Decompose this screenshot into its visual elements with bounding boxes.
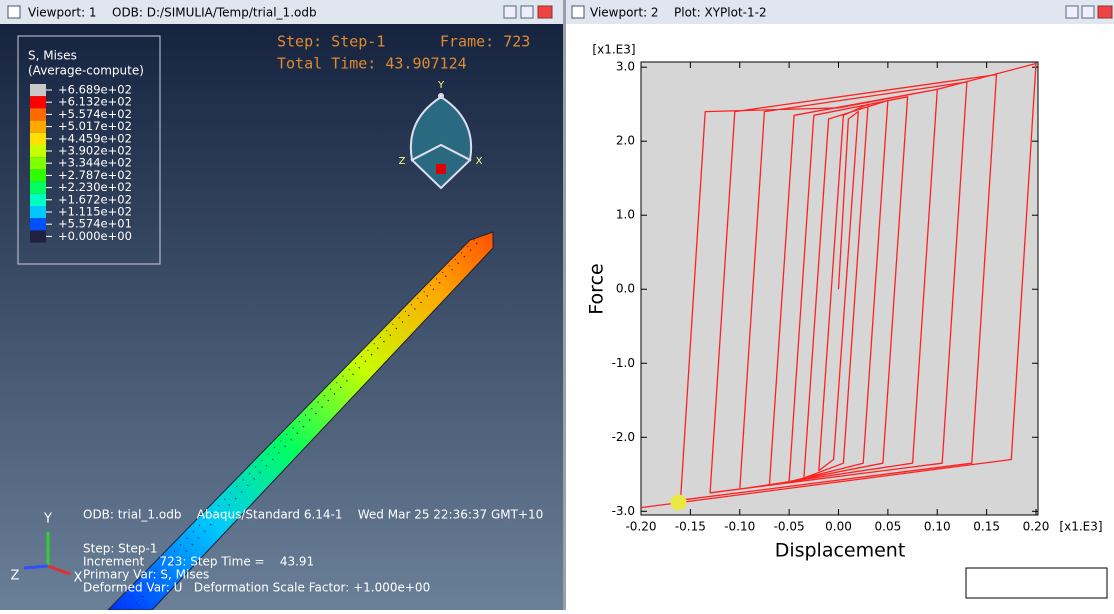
title-bar (566, 0, 1114, 24)
separator (563, 0, 566, 610)
x-tick-label: 0.10 (924, 520, 951, 534)
legend-label: +5.574e+02 (58, 107, 132, 121)
time-label: Total Time: 43.907124 (277, 55, 467, 73)
curve (640, 62, 1037, 509)
y-tick-label: -1.0 (612, 356, 635, 370)
legend-swatch (30, 193, 46, 206)
legend-swatch (30, 96, 46, 109)
info-line: Deformed Var: U Deformation Scale Factor… (83, 581, 430, 595)
legend-swatch (30, 169, 46, 182)
legend-label: +5.017e+02 (58, 119, 132, 133)
info-line: Increment 723: Step Time = 43.91 (83, 555, 314, 569)
info-line: ODB: trial_1.odb Abaqus/Standard 6.14-1 … (83, 508, 543, 522)
view-axis-label: Z (399, 156, 406, 167)
legend-swatch (30, 145, 46, 158)
x-tick-label: -0.20 (625, 520, 656, 534)
legend-label: +6.689e+02 (58, 83, 132, 97)
contour-legend: +6.689e+02+6.132e+02+5.574e+02+5.017e+02… (30, 83, 132, 243)
view-cube-top (438, 93, 444, 99)
legend-label: +6.132e+02 (58, 95, 132, 109)
y-unit: [x1.E3] (592, 43, 635, 57)
model-view: S, Mises (Average-compute) +6.689e+02+6.… (11, 33, 543, 610)
close-button[interactable] (1097, 5, 1113, 19)
viewport-file: ODB: D:/SIMULIA/Temp/trial_1.odb (112, 6, 317, 20)
marker (670, 494, 687, 511)
x-tick-label: 0.15 (973, 520, 1000, 534)
x-tick-label: -0.15 (675, 520, 706, 534)
info-line: Step: Step-1 (83, 542, 157, 556)
legend-title: S, Mises (28, 49, 77, 63)
legend-swatch (30, 120, 46, 133)
legend-swatch (30, 157, 46, 170)
close-button[interactable] (537, 5, 553, 19)
y-tick-label: 0.0 (616, 282, 635, 296)
legend-label: +5.574e+01 (58, 217, 132, 231)
frame-label: Frame: 723 (440, 33, 530, 51)
legend-swatch (30, 84, 46, 97)
y-tick-label: -2.0 (612, 430, 635, 444)
view-cube-center (436, 164, 446, 174)
x-tick-label: 0.20 (1023, 520, 1050, 534)
window-icon[interactable] (7, 5, 21, 19)
step-label: Step: Step-1 (277, 33, 385, 51)
legend-swatch (30, 181, 46, 194)
beam (107, 231, 494, 610)
view-axis-label: Y (437, 80, 445, 91)
legend-label: +1.115e+02 (58, 205, 132, 219)
plot-area (640, 61, 1039, 516)
viewport-title: Viewport: 1 (28, 6, 97, 20)
legend-label: +0.000e+00 (58, 229, 132, 243)
legend-label: +2.787e+02 (58, 168, 132, 182)
x-tick-label: -0.05 (774, 520, 805, 534)
x-unit: [x1.E3] (1059, 520, 1102, 534)
legend-swatch (30, 218, 46, 231)
info-line: Primary Var: S, Mises (83, 568, 209, 582)
legend-label: +4.459e+02 (58, 131, 132, 145)
y-tick-label: 1.0 (616, 208, 635, 222)
legend-label: +3.902e+02 (58, 144, 132, 158)
triad-label: X (74, 571, 83, 586)
x-tick-label: 0.05 (875, 520, 902, 534)
legend-box (17, 35, 161, 265)
viewport-title: Viewport: 2 (590, 6, 659, 20)
legend-label: +2.230e+02 (58, 180, 132, 194)
viewport-canvas (0, 24, 563, 610)
y-tick-label: 3.0 (616, 60, 635, 74)
triad-z (23, 564, 49, 570)
legend-box (965, 567, 1108, 599)
y-tick-label: 2.0 (616, 134, 635, 148)
x-tick-label: -0.10 (724, 520, 755, 534)
legend-swatch (30, 230, 46, 243)
legend-swatch (30, 132, 46, 145)
title-bar (0, 0, 563, 24)
legend-subtitle: (Average-compute) (28, 64, 144, 78)
x-axis-label: Displacement (775, 540, 906, 562)
window-icon[interactable] (571, 5, 585, 19)
legend-swatch (30, 206, 46, 219)
legend-label: +1.672e+02 (58, 192, 132, 206)
triad-x (47, 564, 71, 576)
maximize-button[interactable] (520, 5, 534, 19)
view-axis-label: X (476, 156, 483, 167)
triad-label: Z (11, 569, 20, 584)
y-tick-label: -3.0 (612, 504, 635, 518)
x-tick-label: 0.00 (825, 520, 852, 534)
minimize-button[interactable] (503, 5, 517, 19)
triad-label: Y (43, 512, 52, 527)
minimize-button[interactable] (1065, 5, 1079, 19)
viewport-plot: Plot: XYPlot-1-2 (674, 6, 767, 20)
legend-label: +3.344e+02 (58, 156, 132, 170)
maximize-button[interactable] (1081, 5, 1095, 19)
legend-swatch (30, 108, 46, 121)
xy-plot: -0.20 -0.15 -0.10 -0.05 0.00 0.05 0.10 0.15 0.20… (612, 60, 1091, 591)
y-axis-label: Force (586, 263, 608, 314)
